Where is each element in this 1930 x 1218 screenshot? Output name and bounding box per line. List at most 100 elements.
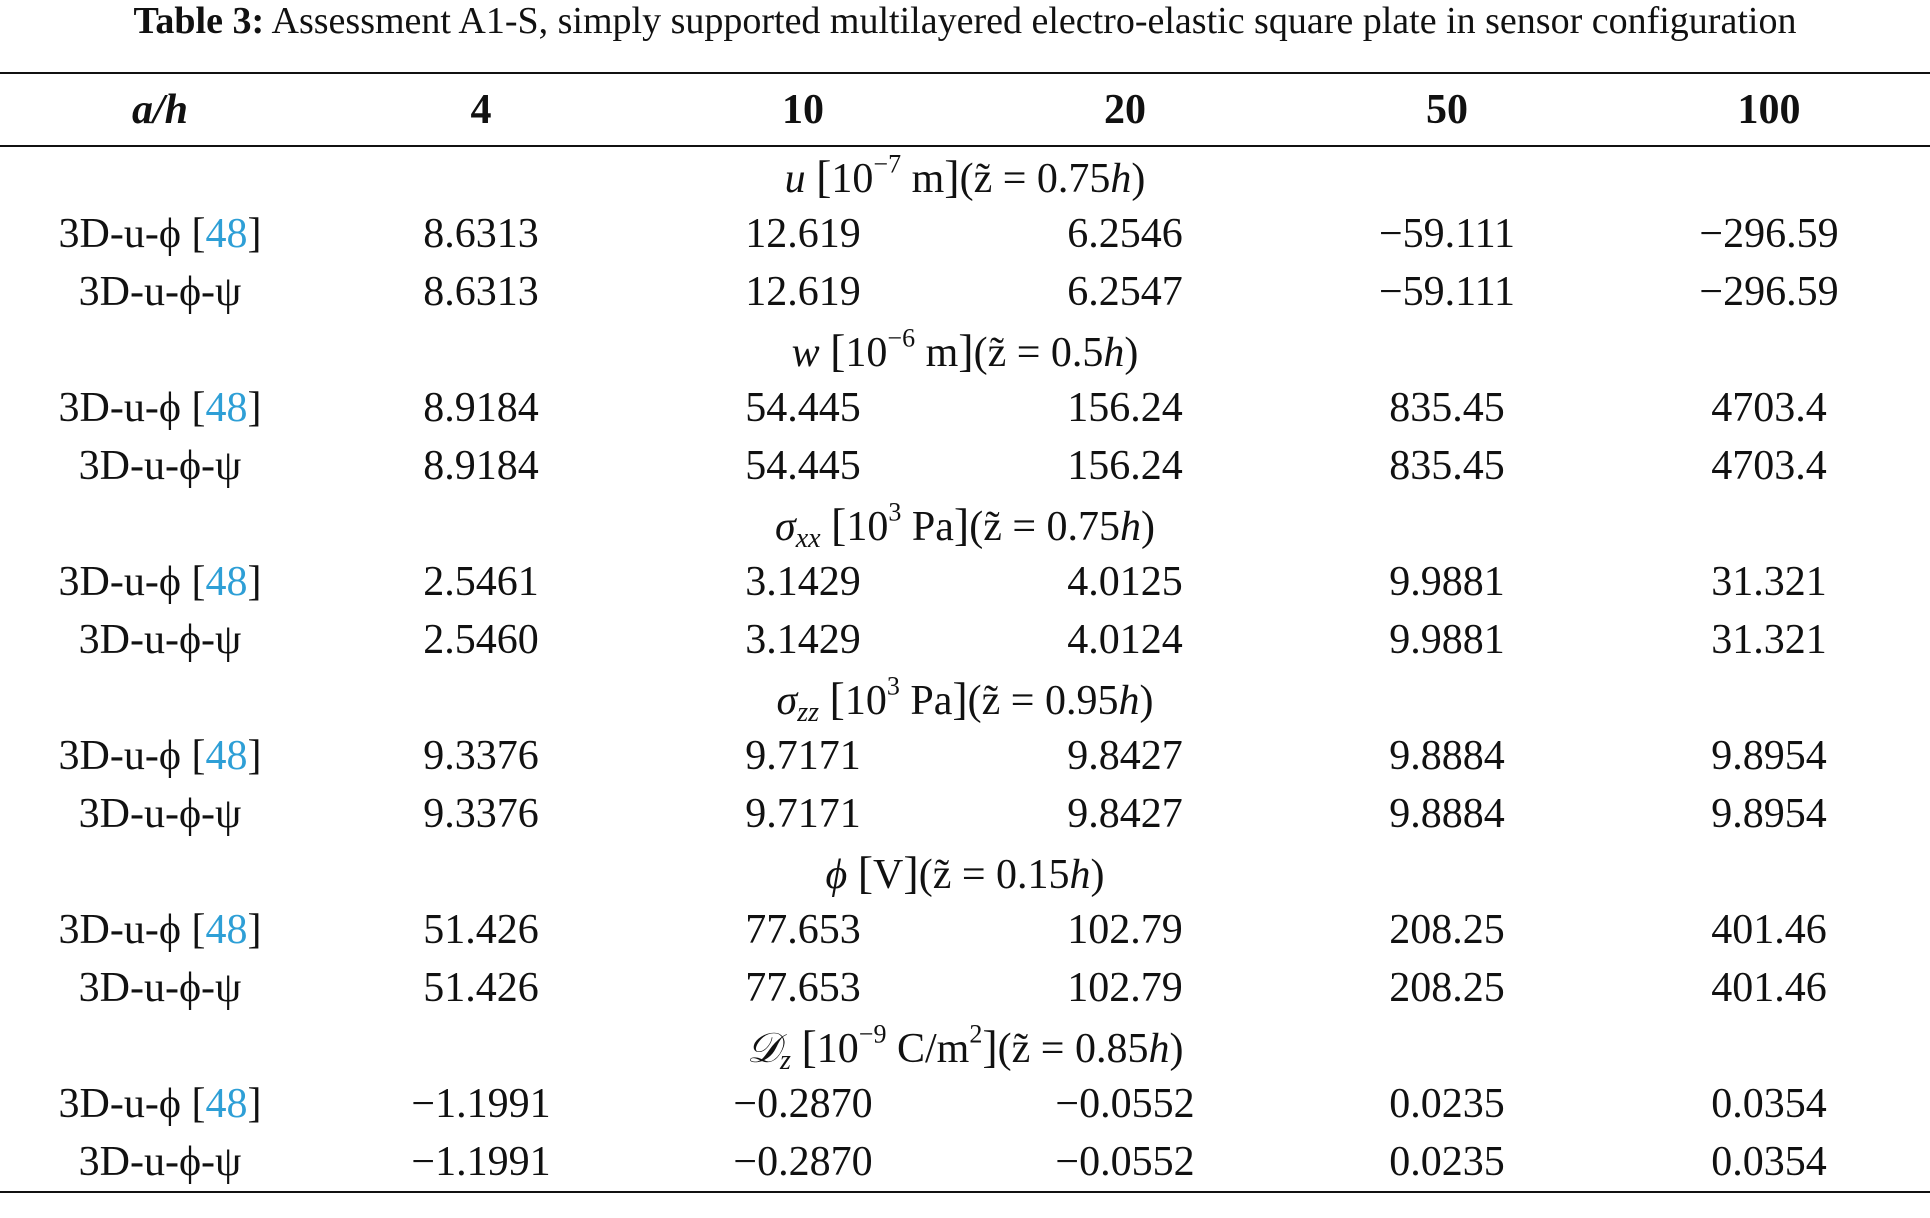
section-heading: 𝒟z [10−9 C/m2](z̃ = 0.85h) xyxy=(746,1019,1184,1076)
section-heading: σzz [103 Pa](z̃ = 0.95h) xyxy=(776,671,1154,728)
unit-exponent: 3 xyxy=(888,497,902,526)
location-h: h xyxy=(1120,503,1142,550)
table-cell: 9.8884 xyxy=(1389,791,1505,837)
table-cell: 9.9881 xyxy=(1389,617,1505,663)
table-cell: 0.0354 xyxy=(1711,1081,1827,1127)
table-cell: 6.2547 xyxy=(1067,269,1183,315)
table-cell: 8.6313 xyxy=(423,269,539,315)
location-end: ) xyxy=(1169,1025,1184,1072)
location-h: h xyxy=(1148,1025,1170,1072)
ref-close: ] xyxy=(247,211,262,257)
ref-open: [ xyxy=(191,1081,206,1127)
ref-open: [ xyxy=(191,385,206,431)
table-cell: −1.1991 xyxy=(411,1081,551,1127)
unit-base: 10 xyxy=(844,677,887,724)
quantity-symbol: w xyxy=(791,329,820,376)
table-cell: 51.426 xyxy=(423,965,539,1011)
table-caption: Table 3: Assessment A1-S, simply support… xyxy=(0,0,1930,42)
ref-close: ] xyxy=(247,907,262,953)
unit-exponent: −7 xyxy=(873,149,902,178)
table-cell: 31.321 xyxy=(1711,559,1827,605)
table-row: 3D-u-ϕ-ψ 2.5460 3.1429 4.0124 9.9881 31.321 xyxy=(0,611,1930,669)
unit-name: m xyxy=(901,155,945,202)
row-label-text: 3D-u-ϕ xyxy=(58,385,192,431)
table-cell: 8.6313 xyxy=(423,211,539,257)
quantity-subscript: z xyxy=(780,1044,791,1076)
unit-base: 10 xyxy=(816,1025,859,1072)
ref-open: [ xyxy=(191,907,206,953)
table-cell: 4703.4 xyxy=(1711,385,1827,431)
table-cell: 208.25 xyxy=(1389,965,1505,1011)
section-heading-row: w [10−6 m](z̃ = 0.5h) xyxy=(0,321,1930,379)
section-heading-row: σzz [103 Pa](z̃ = 0.95h) xyxy=(0,669,1930,727)
header-row: a/h 4 10 20 50 100 xyxy=(0,72,1930,147)
location-text: (z̃ = 0.85 xyxy=(997,1025,1149,1072)
row-label-text: 3D-u-ϕ-ψ xyxy=(78,791,242,837)
table-cell: 835.45 xyxy=(1389,385,1505,431)
ref-close: ] xyxy=(247,559,262,605)
location-h: h xyxy=(1118,677,1140,724)
unit-name-exponent: 2 xyxy=(969,1019,983,1048)
citation-link[interactable]: 48 xyxy=(205,559,248,605)
row-label: 3D-u-ϕ [48] xyxy=(0,553,320,611)
location-text: (z̃ = 0.95 xyxy=(967,677,1119,724)
header-cell: 50 xyxy=(1286,72,1608,147)
citation-link[interactable]: 48 xyxy=(205,385,248,431)
row-label-text: 3D-u-ϕ xyxy=(58,1081,192,1127)
table-cell: 54.445 xyxy=(745,385,861,431)
table-cell: 0.0354 xyxy=(1608,1133,1930,1193)
quantity-symbol: 𝒟 xyxy=(746,1025,781,1072)
ref-close: ] xyxy=(247,1081,262,1127)
section-heading: u [10−7 m](z̃ = 0.75h) xyxy=(784,149,1146,202)
table-row: 3D-u-ϕ-ψ 8.6313 12.619 6.2547 −59.111 −296.59 xyxy=(0,263,1930,321)
table-cell: −296.59 xyxy=(1699,269,1839,315)
table-cell: 4.0125 xyxy=(1067,559,1183,605)
ref-close: ] xyxy=(247,385,262,431)
section-heading-row: σxx [103 Pa](z̃ = 0.75h) xyxy=(0,495,1930,553)
table-cell: 12.619 xyxy=(745,211,861,257)
header-cell: 20 xyxy=(964,72,1286,147)
citation-link[interactable]: 48 xyxy=(205,1081,248,1127)
row-label-text: 3D-u-ϕ-ψ xyxy=(78,443,242,489)
citation-link[interactable]: 48 xyxy=(205,907,248,953)
table-cell: 208.25 xyxy=(1389,907,1505,953)
table-cell: 4.0124 xyxy=(1067,617,1183,663)
table-cell: 9.7171 xyxy=(745,791,861,837)
row-label: 3D-u-ϕ-ψ xyxy=(0,1133,320,1193)
table-cell: 4703.4 xyxy=(1711,443,1827,489)
table-cell: 77.653 xyxy=(745,965,861,1011)
table-cell: 102.79 xyxy=(1067,965,1183,1011)
table-cell: −0.2870 xyxy=(642,1133,964,1193)
results-table: a/h 4 10 20 50 100 u [10−7 m](z̃ = 0.75h… xyxy=(0,72,1930,1193)
header-cell: 100 xyxy=(1608,72,1930,147)
ref-open: [ xyxy=(191,559,206,605)
row-label: 3D-u-ϕ [48] xyxy=(0,901,320,959)
row-label: 3D-u-ϕ [48] xyxy=(0,1075,320,1133)
table-row: 3D-u-ϕ [48] 2.5461 3.1429 4.0125 9.9881 31.32… xyxy=(0,553,1930,611)
location-end: ) xyxy=(1090,851,1105,898)
row-label: 3D-u-ϕ-ψ xyxy=(0,959,320,1017)
table-cell: 9.8427 xyxy=(1067,733,1183,779)
citation-link[interactable]: 48 xyxy=(205,733,248,779)
quantity-subscript: zz xyxy=(797,696,820,728)
table-cell: 8.9184 xyxy=(423,385,539,431)
section-heading: σxx [103 Pa](z̃ = 0.75h) xyxy=(774,497,1156,554)
quantity-subscript: xx xyxy=(795,522,821,554)
table-cell: 31.321 xyxy=(1711,617,1827,663)
header-cell-a-over-h: a/h xyxy=(0,72,320,147)
table-cell: 77.653 xyxy=(745,907,861,953)
location-end: ) xyxy=(1141,503,1156,550)
table-cell: 12.619 xyxy=(745,269,861,315)
row-label-text: 3D-u-ϕ-ψ xyxy=(78,965,242,1011)
table-cell: 2.5461 xyxy=(423,559,539,605)
table-cell: 0.0235 xyxy=(1286,1133,1608,1193)
unit-name: C/m xyxy=(886,1025,970,1072)
table-row: 3D-u-ϕ [48] 8.9184 54.445 156.24 835.45 4703.… xyxy=(0,379,1930,437)
table-cell: 6.2546 xyxy=(1067,211,1183,257)
location-h: h xyxy=(1103,329,1125,376)
header-cell: 4 xyxy=(320,72,642,147)
row-label: 3D-u-ϕ-ψ xyxy=(0,611,320,669)
citation-link[interactable]: 48 xyxy=(205,211,248,257)
table-row: 3D-u-ϕ-ψ −1.1991 −0.2870 −0.0552 0.0235 0.035… xyxy=(0,1133,1930,1193)
unit-exponent: 3 xyxy=(886,671,900,700)
